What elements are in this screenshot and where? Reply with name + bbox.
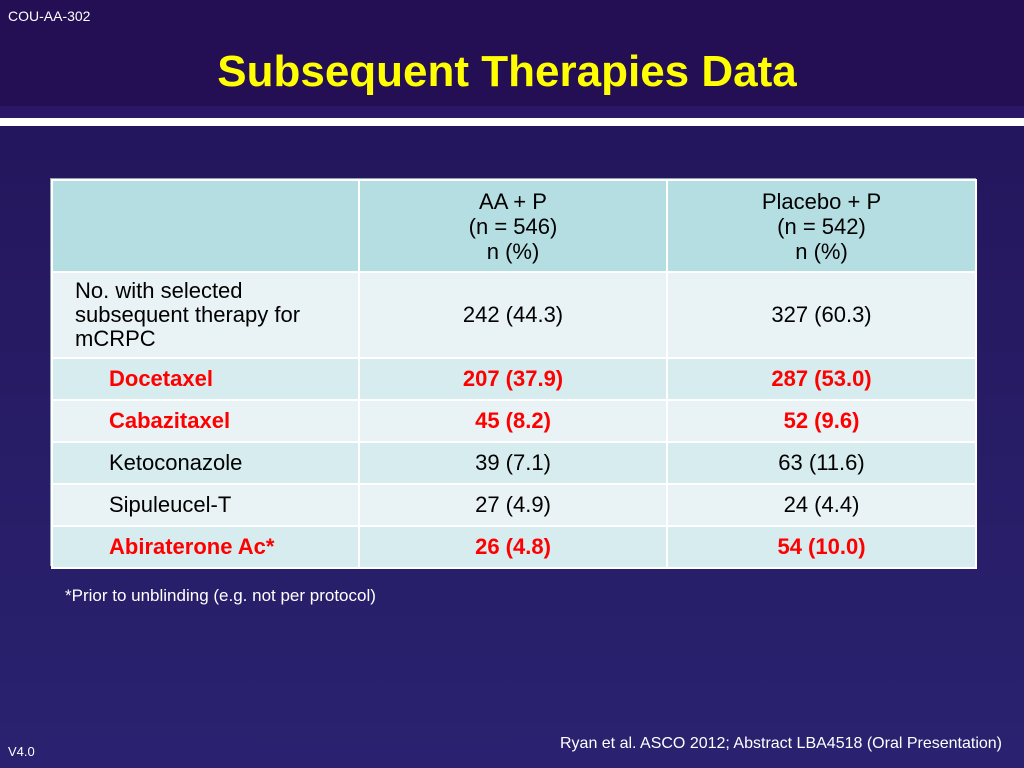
cell-aa-docetaxel: 207 (37.9) — [358, 357, 668, 401]
slide-header — [0, 0, 1024, 106]
cell-placebo-sipuleucel: 24 (4.4) — [666, 483, 977, 527]
cell-placebo-ketoconazole: 63 (11.6) — [666, 441, 977, 485]
row-label-abiraterone: Abiraterone Ac* — [51, 525, 360, 569]
header-empty-cell — [51, 179, 360, 273]
row-label-docetaxel: Docetaxel — [51, 357, 360, 401]
row-label-total-line2: subsequent therapy for — [75, 302, 301, 327]
footnote: *Prior to unblinding (e.g. not per proto… — [65, 586, 376, 605]
row-label-total-line1: No. with selected — [75, 278, 243, 303]
therapies-table-container: AA + P (n = 546) n (%) Placebo + P (n = … — [50, 178, 977, 569]
cell-aa-total: 242 (44.3) — [358, 271, 668, 359]
cell-placebo-total: 327 (60.3) — [666, 271, 977, 359]
document-id: COU-AA-302 — [8, 8, 91, 24]
header-aa-p-line3: n (%) — [486, 238, 540, 264]
header-placebo-p-line2: (n = 542) — [777, 213, 866, 239]
cell-aa-ketoconazole: 39 (7.1) — [358, 441, 668, 485]
header-aa-p-line2: (n = 546) — [468, 213, 558, 239]
cell-aa-abiraterone: 26 (4.8) — [358, 525, 668, 569]
row-label-ketoconazole: Ketoconazole — [51, 441, 360, 485]
table-row: Cabazitaxel 45 (8.2) 52 (9.6) — [51, 399, 977, 443]
row-label-cabazitaxel: Cabazitaxel — [51, 399, 360, 443]
row-label-total: No. with selected subsequent therapy for… — [51, 271, 360, 359]
header-placebo-p: Placebo + P (n = 542) n (%) — [666, 179, 977, 273]
slide-title: Subsequent Therapies Data — [217, 47, 797, 96]
header-divider — [0, 118, 1024, 126]
version-label: V4.0 — [8, 744, 35, 759]
header-aa-p-line1: AA + P — [479, 188, 547, 214]
header-placebo-p-line3: n (%) — [795, 238, 848, 264]
cell-placebo-cabazitaxel: 52 (9.6) — [666, 399, 977, 443]
header-placebo-p-line1: Placebo + P — [761, 188, 882, 214]
table-row: No. with selected subsequent therapy for… — [51, 271, 977, 359]
table-row: Sipuleucel-T 27 (4.9) 24 (4.4) — [51, 483, 977, 527]
row-label-sipuleucel: Sipuleucel-T — [51, 483, 360, 527]
cell-aa-cabazitaxel: 45 (8.2) — [358, 399, 668, 443]
header-aa-p: AA + P (n = 546) n (%) — [358, 179, 668, 273]
header-band — [0, 106, 1024, 118]
table-row: Abiraterone Ac* 26 (4.8) 54 (10.0) — [51, 525, 977, 569]
row-label-total-line3: mCRPC — [75, 326, 156, 351]
citation: Ryan et al. ASCO 2012; Abstract LBA4518 … — [559, 735, 1002, 752]
cell-placebo-docetaxel: 287 (53.0) — [666, 357, 977, 401]
cell-aa-sipuleucel: 27 (4.9) — [358, 483, 668, 527]
cell-placebo-abiraterone: 54 (10.0) — [666, 525, 977, 569]
table-row: Ketoconazole 39 (7.1) 63 (11.6) — [51, 441, 977, 485]
table-header-row: AA + P (n = 546) n (%) Placebo + P (n = … — [51, 179, 977, 273]
subsequent-therapies-table: AA + P (n = 546) n (%) Placebo + P (n = … — [51, 179, 977, 569]
table-row: Docetaxel 207 (37.9) 287 (53.0) — [51, 357, 977, 401]
